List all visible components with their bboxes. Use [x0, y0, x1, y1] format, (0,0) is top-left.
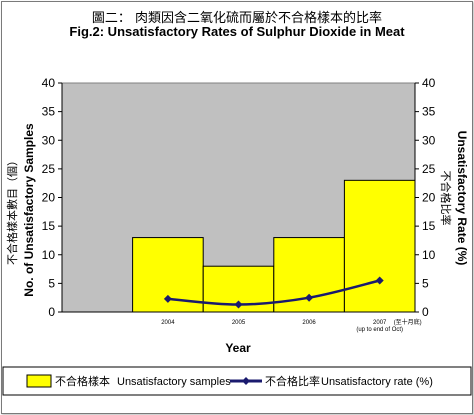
legend: 不合格樣本 Unsatisfactory samples 不合格比率 Unsat…: [2, 366, 472, 396]
x-tick-label: 2004: [161, 320, 175, 326]
legend-label-rate-cn: 不合格比率: [265, 374, 320, 388]
y-tick-label-left: 5: [48, 276, 55, 290]
bar-2007: [343, 179, 416, 313]
y-tick-label-right: 40: [422, 76, 436, 90]
y-tick-label-right: 5: [422, 276, 429, 290]
legend-label-samples: Unsatisfactory samples: [117, 376, 231, 388]
y-axis-label-left: No. of Unsatisfactory Samples: [22, 123, 36, 297]
legend-label-rate: Unsatisfactory rate (%): [321, 376, 433, 388]
x-tick-label: 2007: [373, 320, 387, 326]
x-tick-note-en: (up to end of Oct): [356, 327, 403, 333]
y-tick-label-right: 10: [422, 248, 436, 262]
chart-title-cn: 圖二： 肉類因含二氧化硫而屬於不合格樣本的比率: [91, 11, 383, 26]
y-axis-label-left-cn: 不合格樣本數目（個）: [5, 155, 19, 265]
rate-point-2006: [305, 293, 314, 302]
legend-marker-rate: [242, 377, 250, 385]
plot-area: 0 0 5 5 10 10 15 15 20 20 25 25 30 30 35 35 40 40 2004 2005…: [42, 76, 436, 333]
x-tick-label: 2005: [232, 320, 246, 326]
y-tick-label-right: 15: [422, 219, 436, 233]
y-tick-label-right: 0: [422, 305, 429, 319]
y-axis-label-right: Unsatisfactory Rate (%): [455, 131, 469, 266]
y-tick-label-right: 20: [422, 191, 436, 205]
y-tick-label-left: 0: [48, 305, 55, 319]
line-series-rate: [167, 279, 380, 306]
legend-box: [2, 366, 472, 396]
y-tick-label-left: 25: [42, 162, 56, 176]
y-tick-label-right: 25: [422, 162, 436, 176]
y-tick-label-left: 15: [42, 219, 56, 233]
x-axis-label: Year: [225, 341, 251, 355]
y-tick-label-left: 40: [42, 76, 56, 90]
y-axis-label-right-cn: 不合格比率: [439, 171, 453, 226]
y-tick-label-left: 10: [42, 248, 56, 262]
legend-swatch-samples: [26, 374, 52, 388]
y-tick-label-left: 30: [42, 133, 56, 147]
x-tick-label: 2006: [302, 320, 316, 326]
rate-point-2007: [375, 276, 384, 285]
chart-title: Fig.2: Unsatisfactory Rates of Sulphur D…: [69, 24, 405, 39]
y-tick-label-left: 35: [42, 105, 56, 119]
x-tick-note: (至十月底): [394, 318, 422, 326]
y-tick-label-left: 20: [42, 191, 56, 205]
rate-point-2004: [163, 294, 172, 303]
legend-label-samples-cn: 不合格樣本: [55, 374, 110, 388]
y-tick-label-right: 35: [422, 105, 436, 119]
y-tick-label-right: 30: [422, 133, 436, 147]
rate-point-2005: [234, 300, 243, 309]
